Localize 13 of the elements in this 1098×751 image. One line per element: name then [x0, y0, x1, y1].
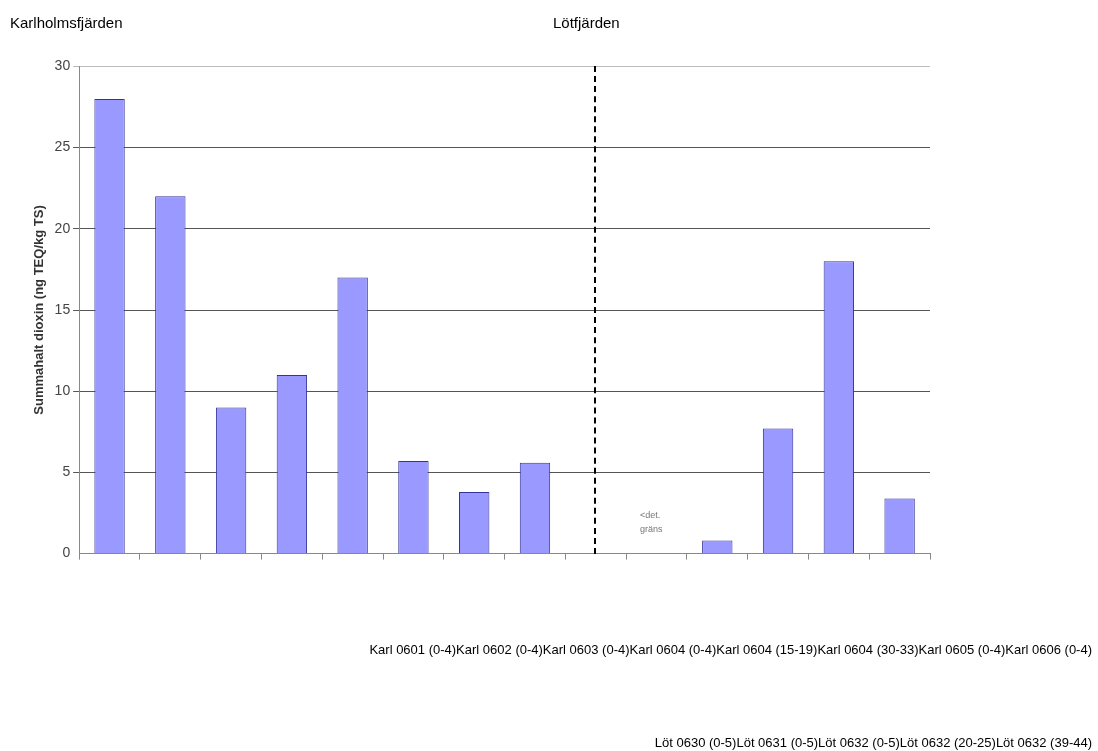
annotation: <det. gräns: [640, 509, 664, 536]
y-tick-label: 20: [54, 219, 71, 236]
y-tick-label: 25: [54, 138, 71, 155]
text: Karlholmsfjärden: [10, 14, 123, 31]
y-axis-title: Summahalt dioxin (ng TEQ/kg TS): [31, 205, 47, 415]
text: Löt 0630 (0-5)Löt 0631 (0-5)Löt 0632 (0-5)Löt 0632 (20-25)Löt 0632 (39-44): [654, 735, 1092, 750]
text: Karl 0601 (0-4)Karl 0602 (0-4)Karl 0603 (0-4)Karl 0604 (0-4)Karl 0604 (15-19)Karl 0604 (30-33)Karl 0605 (0-4)Karl 0606 (0-4): [369, 642, 1092, 657]
y-tick-label: 30: [54, 57, 71, 74]
y-tick-label: 5: [62, 463, 71, 480]
y-tick-label: 10: [54, 382, 71, 399]
text: Lötfjärden: [553, 14, 620, 31]
y-tick-label: 15: [54, 300, 71, 317]
y-tick-label: 0: [62, 544, 71, 561]
